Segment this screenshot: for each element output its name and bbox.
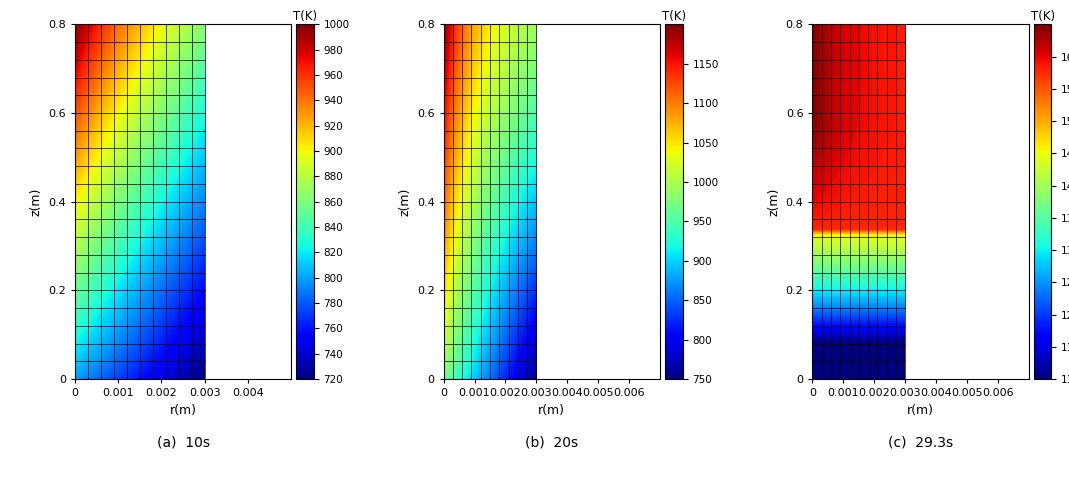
Y-axis label: z(m): z(m) <box>768 188 780 216</box>
Title: T(K): T(K) <box>1031 10 1055 23</box>
Title: T(K): T(K) <box>293 10 317 23</box>
Y-axis label: z(m): z(m) <box>30 188 43 216</box>
X-axis label: r(m): r(m) <box>539 404 566 417</box>
Title: T(K): T(K) <box>662 10 686 23</box>
Text: (b)  20s: (b) 20s <box>525 436 578 450</box>
Text: (c)  29.3s: (c) 29.3s <box>888 436 954 450</box>
X-axis label: r(m): r(m) <box>908 404 934 417</box>
Y-axis label: z(m): z(m) <box>399 188 412 216</box>
Text: (a)  10s: (a) 10s <box>156 436 210 450</box>
X-axis label: r(m): r(m) <box>170 404 197 417</box>
